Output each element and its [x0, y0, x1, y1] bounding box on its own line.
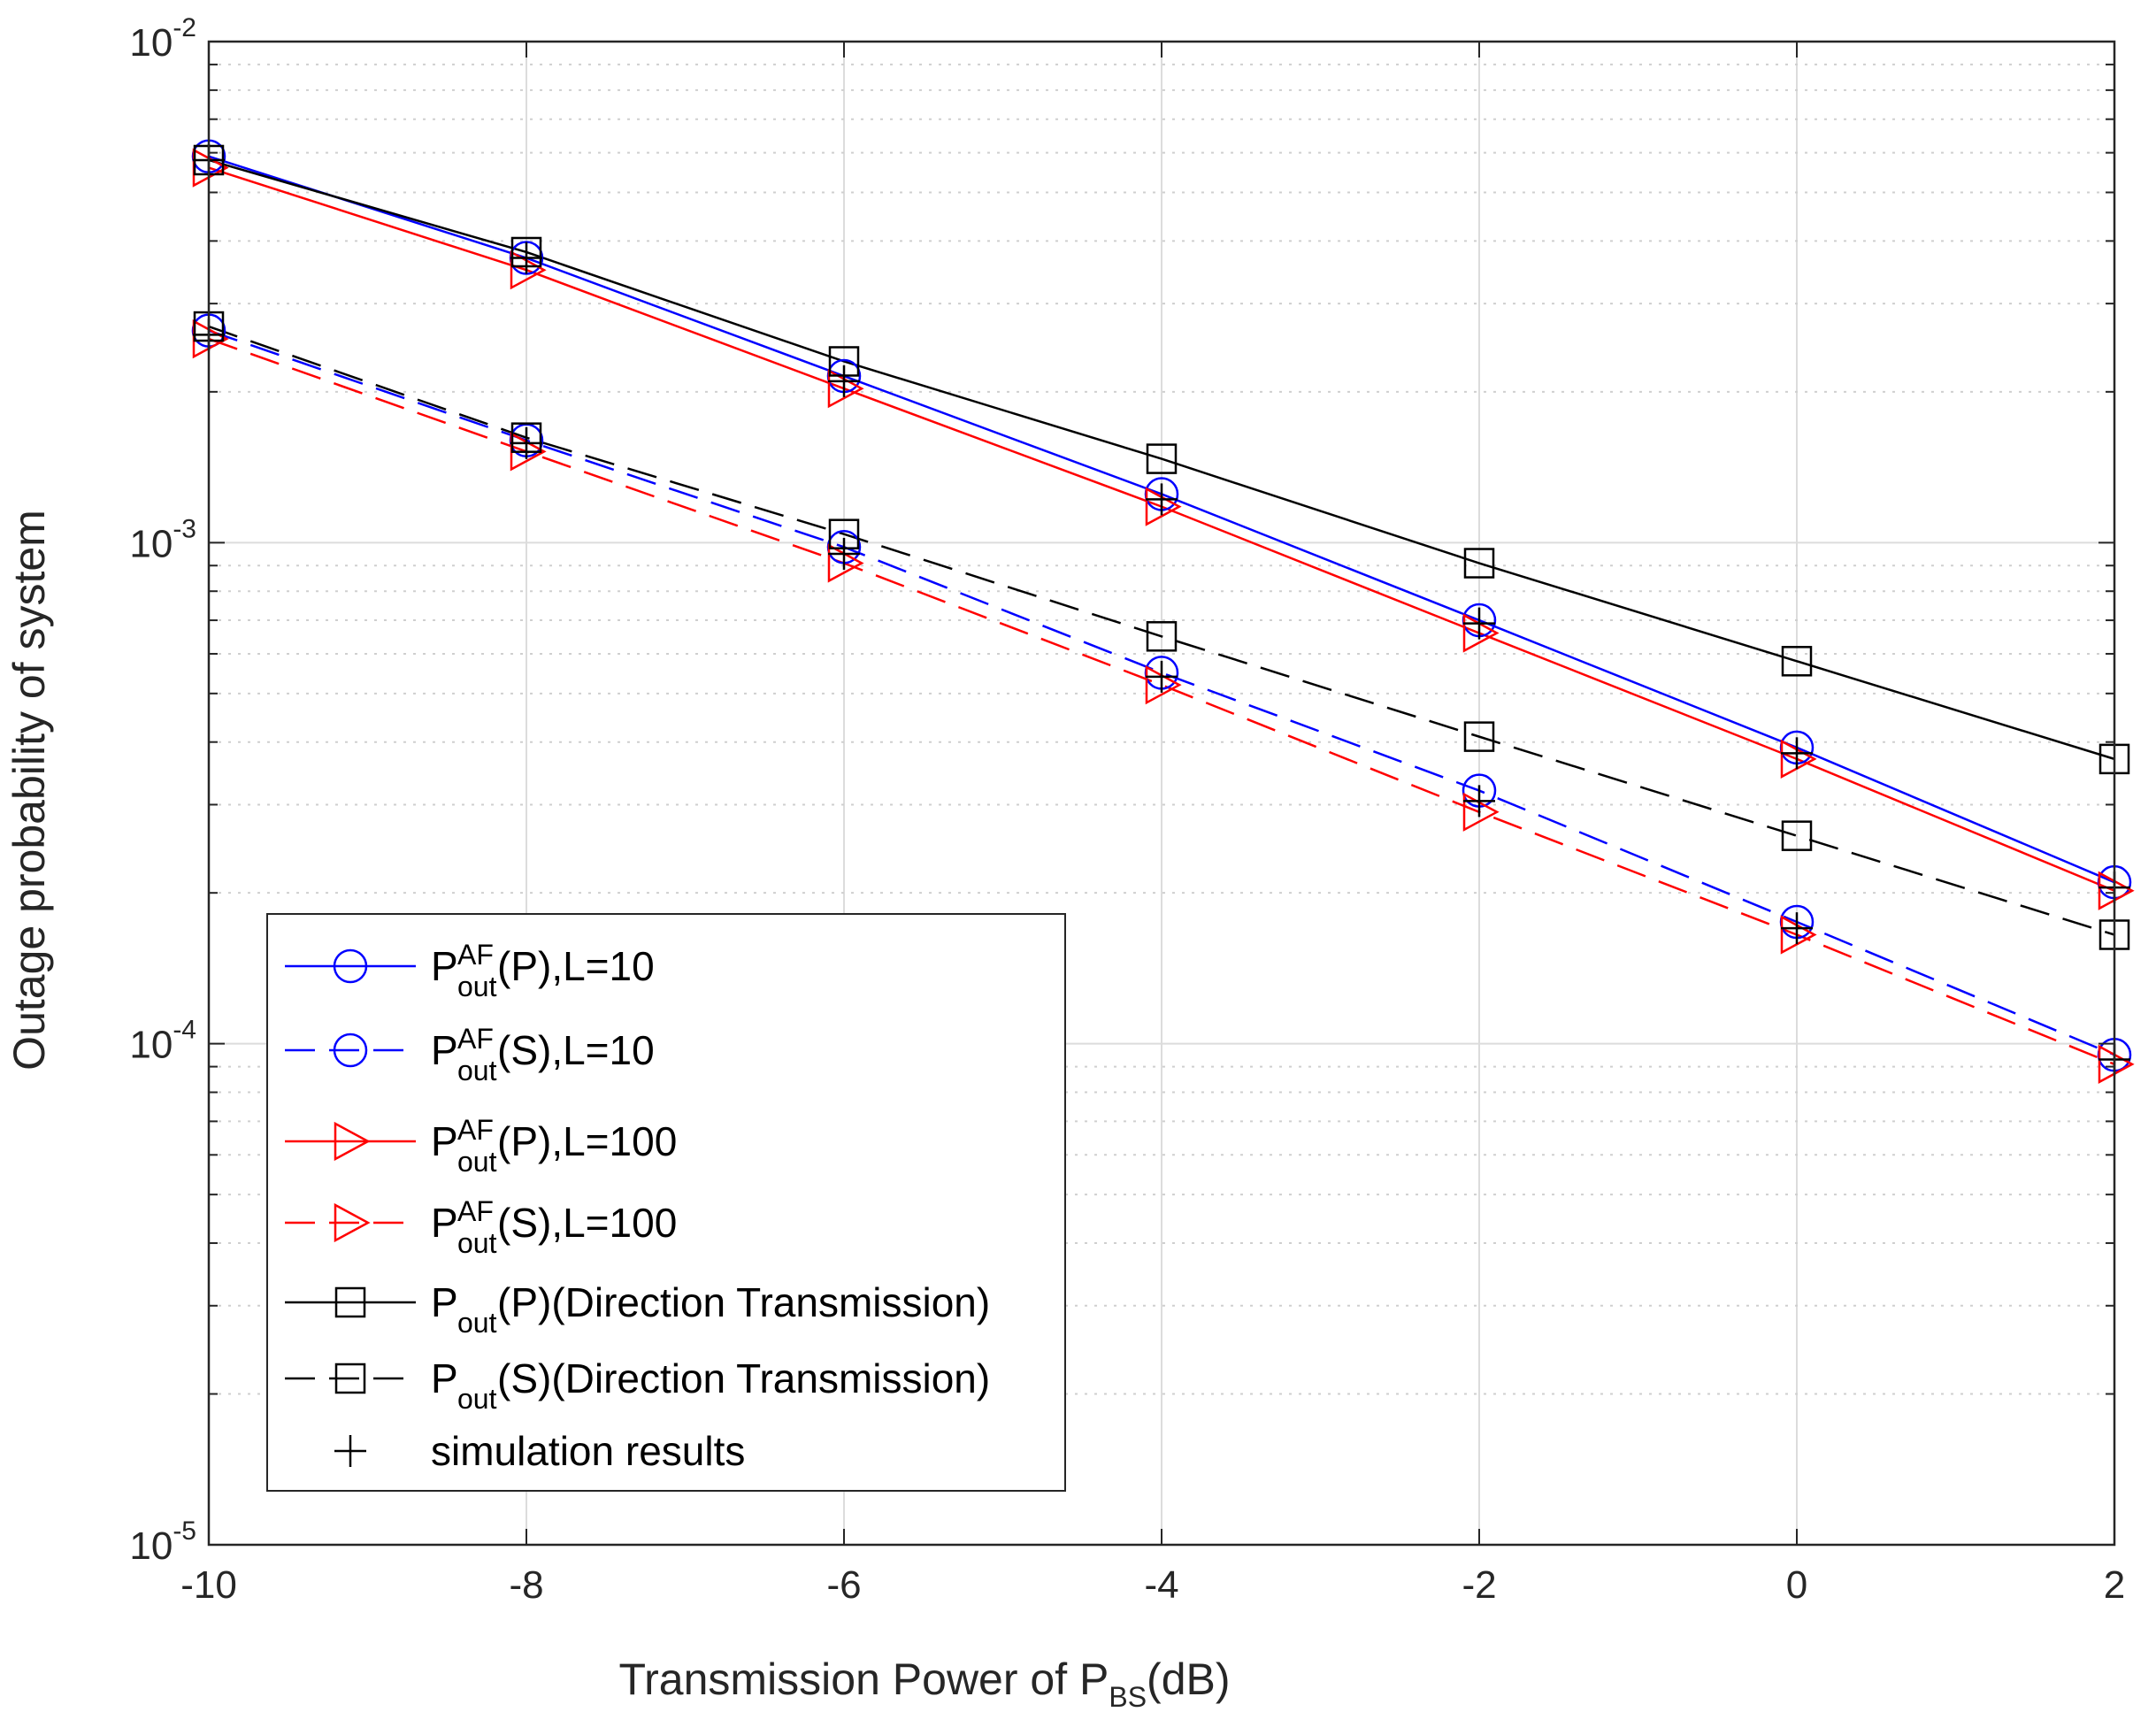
simulation-point	[1463, 607, 1495, 640]
simulation-point	[1146, 483, 1178, 516]
x-tick-label: -4	[1144, 1563, 1178, 1607]
legend-item-af-p-l100: PAF out(P),L=100	[285, 1114, 677, 1178]
axis-ticks: -10 -8 -6 -4 -2 0 2 10-2 10-3 10-4 10-5	[129, 13, 2125, 1607]
y-tick-label: 10-4	[129, 1016, 196, 1067]
legend-item-af-s-l10: PAF out(S),L=10	[285, 1023, 655, 1086]
data-point-direct-p	[1146, 443, 1178, 474]
legend-box	[266, 913, 1066, 1492]
legend-marker-direct-p	[334, 1286, 366, 1318]
x-axis-label-tail: (dB)	[1147, 1654, 1230, 1704]
legend-label-af-s-l100: PAF out(S),L=100	[431, 1195, 677, 1259]
data-point-af-s-l100	[1780, 915, 1817, 955]
legend-item-af-p-l10: PAF out(P),L=10	[285, 939, 655, 1002]
simulation-point	[828, 537, 860, 570]
simulation-point	[1463, 785, 1495, 818]
simulation-point	[510, 426, 542, 459]
x-axis-label-subscript: BS	[1109, 1681, 1147, 1713]
legend-label-af-p-l10: PAF out(P),L=10	[431, 939, 655, 1002]
x-tick-label: -6	[826, 1563, 861, 1607]
legend-marker-simulation	[334, 1435, 366, 1467]
data-point-af-p-l100	[510, 250, 547, 290]
y-tick-label: 10-2	[129, 13, 196, 65]
x-tick-label: 0	[1786, 1563, 1807, 1607]
data-point-direct-p	[1781, 646, 1813, 677]
legend-marker-af-s-l10	[333, 1033, 368, 1068]
legend-label-direct-p: Pout(P)(Direction Transmission)	[431, 1279, 990, 1339]
legend-marker-direct-s	[334, 1363, 366, 1394]
legend-item-direct-p: Pout(P)(Direction Transmission)	[285, 1279, 990, 1339]
legend-label-direct-s: Pout(S)(Direction Transmission)	[431, 1355, 990, 1415]
data-point-af-p-l100	[1145, 487, 1182, 526]
simulation-point	[1146, 660, 1178, 693]
x-axis-label-main: Transmission Power of P	[618, 1654, 1109, 1704]
legend-label-af-s-l10: PAF out(S),L=10	[431, 1023, 655, 1086]
legend-item-simulation: simulation results	[334, 1428, 745, 1474]
simulation-point	[828, 365, 860, 397]
data-point-direct-s	[1146, 621, 1178, 652]
legend: PAF out(P),L=10 PAF out(S),L=10 PAF out(P),L=…	[266, 913, 1066, 1492]
y-tick-label: 10-5	[129, 1516, 196, 1568]
x-tick-label: -2	[1462, 1563, 1496, 1607]
x-tick-label: -8	[509, 1563, 543, 1607]
y-tick-label: 10-3	[129, 514, 196, 565]
data-point-af-p-l100	[827, 369, 864, 409]
y-axis-label: Outage probability of system	[4, 510, 54, 1071]
legend-marker-af-p-l100	[334, 1121, 371, 1162]
legend-label-simulation: simulation results	[431, 1428, 745, 1474]
data-point-af-s-l100	[2098, 1044, 2135, 1084]
x-axis-label: Transmission Power of PBS(dB)	[618, 1654, 1230, 1713]
legend-marker-af-s-l100	[334, 1202, 371, 1243]
data-point-direct-s	[1781, 820, 1813, 851]
simulation-point	[510, 242, 542, 274]
simulation-point	[1781, 737, 1813, 770]
data-point-direct-s	[1463, 721, 1495, 752]
legend-item-af-s-l100: PAF out(S),L=100	[285, 1195, 677, 1259]
data-point-af-s-l100	[1462, 792, 1500, 832]
simulation-point	[1781, 912, 1813, 945]
legend-item-direct-s: Pout(S)(Direction Transmission)	[285, 1355, 990, 1415]
x-tick-label: 2	[2104, 1563, 2125, 1607]
data-point-af-p-l100	[2098, 871, 2135, 910]
x-tick-label: -10	[180, 1563, 237, 1607]
data-point-direct-p	[1463, 548, 1495, 579]
data-point-af-p-l100	[1780, 739, 1817, 779]
legend-marker-af-p-l10	[333, 948, 368, 984]
legend-label-af-p-l100: PAF out(P),L=100	[431, 1114, 677, 1178]
